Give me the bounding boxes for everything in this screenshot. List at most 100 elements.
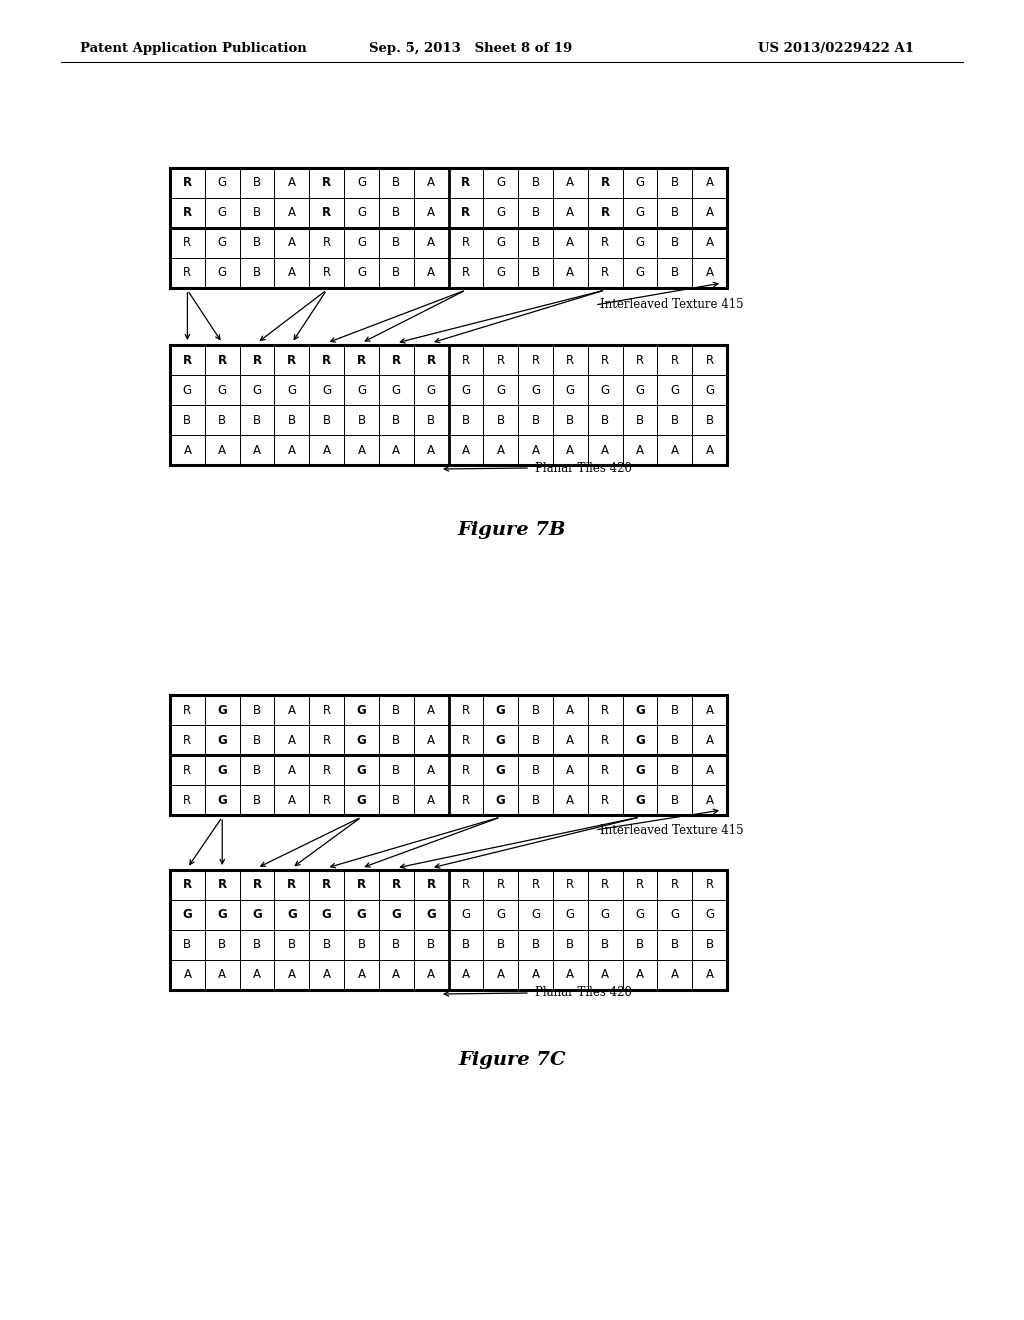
Text: R: R: [183, 177, 191, 190]
Text: B: B: [253, 177, 261, 190]
Text: G: G: [635, 734, 645, 747]
Bar: [518, 960, 553, 990]
Bar: [309, 405, 344, 436]
Bar: [553, 257, 588, 288]
Text: A: A: [288, 793, 296, 807]
Bar: [240, 405, 274, 436]
Bar: [274, 228, 309, 257]
Bar: [518, 900, 553, 931]
Text: R: R: [706, 879, 714, 891]
Text: B: B: [427, 939, 435, 952]
Text: G: G: [531, 384, 540, 396]
Text: A: A: [183, 969, 191, 982]
Bar: [553, 405, 588, 436]
Text: A: A: [706, 763, 714, 776]
Text: R: R: [462, 206, 470, 219]
Text: A: A: [497, 444, 505, 457]
Bar: [623, 755, 657, 785]
Text: A: A: [566, 267, 574, 280]
Bar: [518, 375, 553, 405]
Text: B: B: [671, 267, 679, 280]
Bar: [449, 345, 483, 375]
Text: B: B: [357, 939, 366, 952]
Bar: [170, 870, 205, 900]
Bar: [274, 257, 309, 288]
Bar: [553, 198, 588, 228]
Text: B: B: [601, 413, 609, 426]
Bar: [344, 375, 379, 405]
Bar: [240, 755, 274, 785]
Bar: [205, 198, 240, 228]
Bar: [623, 375, 657, 405]
Bar: [170, 257, 205, 288]
Bar: [483, 168, 518, 198]
Text: G: G: [671, 384, 679, 396]
Bar: [309, 696, 344, 725]
Bar: [274, 345, 309, 375]
Text: A: A: [427, 444, 435, 457]
Text: Planar Tiles 420: Planar Tiles 420: [535, 462, 632, 474]
Text: A: A: [427, 206, 435, 219]
Bar: [379, 900, 414, 931]
Text: R: R: [601, 236, 609, 249]
Text: R: R: [183, 354, 191, 367]
Bar: [274, 405, 309, 436]
Bar: [309, 198, 344, 228]
Text: G: G: [601, 384, 609, 396]
Text: A: A: [392, 969, 400, 982]
Text: A: A: [636, 969, 644, 982]
Bar: [205, 375, 240, 405]
Bar: [449, 375, 483, 405]
Text: G: G: [462, 908, 470, 921]
Bar: [309, 228, 344, 257]
Text: A: A: [288, 206, 296, 219]
Text: B: B: [253, 267, 261, 280]
Text: B: B: [392, 413, 400, 426]
Text: G: G: [566, 908, 574, 921]
Bar: [170, 228, 205, 257]
Text: R: R: [288, 354, 296, 367]
Text: G: G: [356, 704, 367, 717]
Text: A: A: [427, 704, 435, 717]
Text: B: B: [497, 413, 505, 426]
Bar: [240, 198, 274, 228]
Bar: [518, 436, 553, 465]
Bar: [170, 345, 727, 465]
Text: R: R: [183, 236, 191, 249]
Text: A: A: [531, 444, 540, 457]
Bar: [518, 345, 553, 375]
Text: G: G: [217, 704, 227, 717]
Bar: [344, 228, 379, 257]
Bar: [205, 931, 240, 960]
Text: R: R: [323, 763, 331, 776]
Text: B: B: [218, 413, 226, 426]
Text: A: A: [253, 969, 261, 982]
Bar: [692, 900, 727, 931]
Text: A: A: [288, 177, 296, 190]
Text: G: G: [217, 734, 227, 747]
Bar: [344, 696, 379, 725]
Bar: [344, 405, 379, 436]
Text: B: B: [392, 704, 400, 717]
Bar: [449, 870, 483, 900]
Bar: [414, 696, 449, 725]
Text: R: R: [392, 879, 400, 891]
Text: G: G: [706, 384, 714, 396]
Bar: [623, 168, 657, 198]
Text: A: A: [706, 734, 714, 747]
Text: G: G: [183, 384, 191, 396]
Text: G: G: [218, 177, 226, 190]
Bar: [414, 228, 449, 257]
Bar: [240, 345, 274, 375]
Bar: [588, 931, 623, 960]
Bar: [170, 375, 205, 405]
Bar: [240, 960, 274, 990]
Text: US 2013/0229422 A1: US 2013/0229422 A1: [758, 42, 913, 54]
Bar: [344, 345, 379, 375]
Bar: [170, 696, 205, 725]
Bar: [623, 960, 657, 990]
Bar: [623, 870, 657, 900]
Text: B: B: [427, 413, 435, 426]
Bar: [344, 436, 379, 465]
Text: R: R: [253, 354, 261, 367]
